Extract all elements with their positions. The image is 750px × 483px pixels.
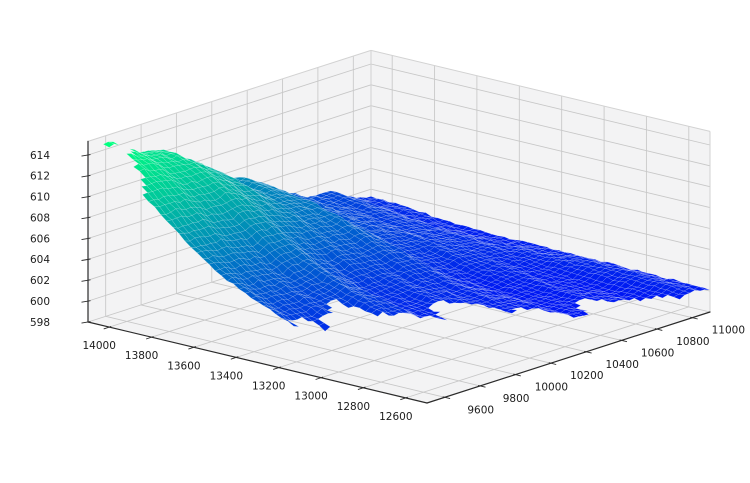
axis-spines bbox=[87, 140, 711, 404]
x-tick-label: 13800 bbox=[125, 350, 158, 362]
pane-edges bbox=[87, 49, 711, 312]
z-tick-label: 612 bbox=[30, 171, 50, 183]
z-tick-label: 614 bbox=[30, 150, 50, 162]
y-tick-label: 10000 bbox=[535, 382, 568, 394]
z-axis-tick-labels: 598 600 602 604 606 608 610 612 614 bbox=[30, 150, 50, 329]
x-tick-label: 13600 bbox=[167, 360, 200, 372]
x-tick-label: 13000 bbox=[294, 391, 327, 403]
y-tick-label: 11000 bbox=[712, 325, 745, 337]
x-tick-label: 13200 bbox=[252, 381, 285, 393]
y-tick-label: 10600 bbox=[641, 347, 674, 359]
y-tick-label: 9600 bbox=[467, 404, 494, 416]
y-tick-label: 10200 bbox=[570, 370, 603, 382]
x-axis-tick-labels: 14000 13800 13600 13400 13200 13000 12800 12600 bbox=[82, 340, 412, 423]
z-tick-label: 598 bbox=[30, 317, 50, 329]
z-tick-label: 606 bbox=[30, 233, 50, 245]
x-tick-label: 14000 bbox=[82, 340, 115, 352]
y-tick-label: 9800 bbox=[503, 393, 530, 405]
z-tick-label: 604 bbox=[30, 254, 50, 266]
y-tick-label: 10800 bbox=[676, 336, 709, 348]
z-tick-label: 602 bbox=[30, 275, 50, 287]
z-tick-label: 608 bbox=[30, 212, 50, 224]
surface-mesh bbox=[102, 141, 711, 332]
tick-marks bbox=[81, 154, 698, 401]
z-tick-label: 600 bbox=[30, 296, 50, 308]
y-tick-label: 10400 bbox=[605, 359, 638, 371]
x-tick-label: 12800 bbox=[337, 401, 370, 413]
z-tick-label: 610 bbox=[30, 192, 50, 204]
x-tick-label: 12600 bbox=[379, 411, 412, 423]
x-tick-label: 13400 bbox=[210, 370, 243, 382]
